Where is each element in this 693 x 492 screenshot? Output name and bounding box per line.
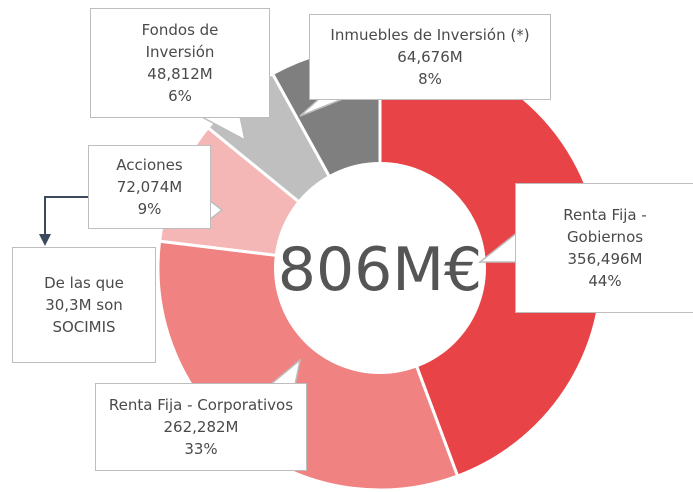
annotation-arrowhead [39,234,51,246]
callout-box: Renta Fija - Gobiernos 356,496M 44% [515,183,693,313]
callout-box: Fondos de Inversión 48,812M 6% [90,8,270,118]
value-label: 64,676M [397,48,463,66]
percentage-label: 44% [588,272,622,290]
percentage-label: 8% [418,70,442,88]
total-label: 806M€ [278,235,482,305]
value-label: 72,074M [116,178,183,196]
category-label: Acciones [116,156,183,174]
annotation-arrow [44,196,88,236]
value-label: 48,812M [147,65,213,83]
percentage-label: 33% [184,440,218,458]
callout-box: Inmuebles de Inversión (*) 64,676M 8% [309,14,551,100]
percentage-label: 6% [168,87,192,105]
donut-hole [274,162,486,374]
percentage-label: 9% [137,200,162,218]
category-label: Renta Fija - Corporativos [108,396,294,414]
annotation: De las que 30,3M son SOCIMIS [44,274,124,336]
callout-box: Acciones 72,074M 9% [88,145,211,229]
value-label: 262,282M [163,418,239,436]
callout-box: Renta Fija - Corporativos 262,282M 33% [95,383,307,471]
annotation-box: De las que 30,3M son SOCIMIS [12,247,156,363]
value-label: 356,496M [567,250,643,268]
category-label: Fondos de Inversión [141,21,219,61]
category-label: Renta Fija - Gobiernos [563,206,647,246]
category-label: Inmuebles de Inversión (*) [330,26,530,44]
